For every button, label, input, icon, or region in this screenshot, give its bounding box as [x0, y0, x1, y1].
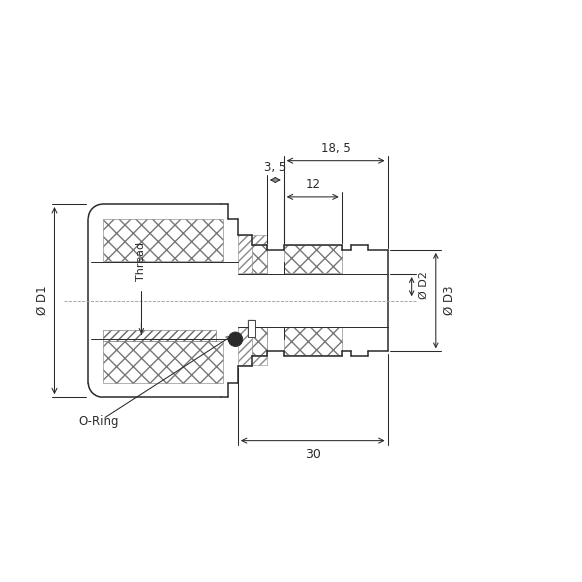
- Bar: [284, 327, 342, 355]
- Text: 12: 12: [305, 178, 320, 191]
- Text: Ø D1: Ø D1: [36, 286, 49, 315]
- Text: 30: 30: [305, 448, 321, 461]
- Text: O-Ring: O-Ring: [79, 415, 119, 428]
- Text: 3, 5: 3, 5: [264, 161, 286, 174]
- Text: Ø D2: Ø D2: [419, 271, 429, 299]
- Bar: [238, 327, 267, 365]
- Bar: [247, 320, 255, 337]
- Text: 18, 5: 18, 5: [321, 142, 350, 155]
- Bar: [253, 245, 267, 273]
- Bar: [103, 219, 223, 261]
- Text: Ø D3: Ø D3: [443, 286, 456, 315]
- Bar: [103, 340, 223, 383]
- Text: Thread: Thread: [136, 242, 146, 281]
- Bar: [103, 330, 216, 340]
- Circle shape: [228, 332, 243, 346]
- Bar: [253, 327, 267, 355]
- Bar: [247, 320, 255, 337]
- Bar: [238, 236, 267, 273]
- Bar: [284, 245, 342, 273]
